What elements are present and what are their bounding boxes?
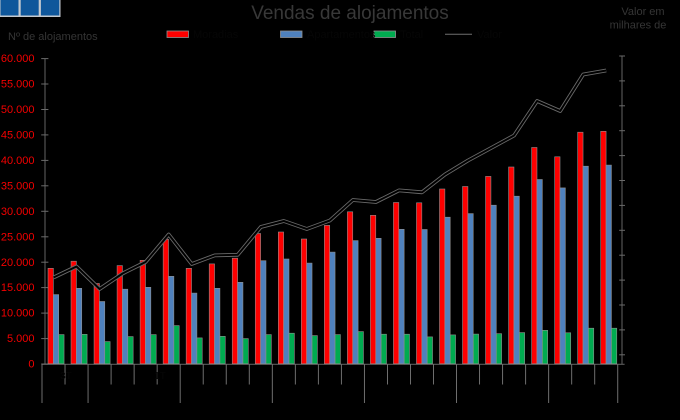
svg-text:Valor em: Valor em (621, 6, 664, 18)
svg-text:50.000: 50.000 (1, 104, 35, 116)
svg-text:45.000: 45.000 (1, 130, 35, 142)
svg-text:3T: 3T (60, 371, 72, 382)
svg-text:Total: Total (400, 29, 423, 41)
svg-text:20.000: 20.000 (1, 257, 35, 269)
svg-text:Nº de alojamentos: Nº de alojamentos (8, 31, 98, 43)
svg-text:5.000: 5.000 (7, 333, 35, 345)
svg-text:10.000: 10.000 (1, 308, 35, 320)
svg-text:55.000: 55.000 (1, 79, 35, 91)
svg-text:Vendas de alojamentos: Vendas de alojamentos (251, 3, 449, 24)
svg-text:1T: 1T (154, 371, 166, 382)
svg-text:Valor: Valor (477, 29, 502, 41)
svg-text:milhares de: milhares de (610, 20, 667, 32)
svg-text:30.000: 30.000 (1, 206, 35, 218)
svg-text:35.000: 35.000 (1, 180, 35, 192)
svg-text:40.000: 40.000 (1, 155, 35, 167)
svg-text:Moradias: Moradias (193, 29, 239, 41)
svg-text:25.000: 25.000 (1, 231, 35, 243)
svg-text:0: 0 (28, 359, 34, 371)
svg-text:15.000: 15.000 (1, 282, 35, 294)
svg-text:60.000: 60.000 (1, 53, 35, 65)
svg-text:Apartamentos: Apartamentos (307, 29, 376, 41)
